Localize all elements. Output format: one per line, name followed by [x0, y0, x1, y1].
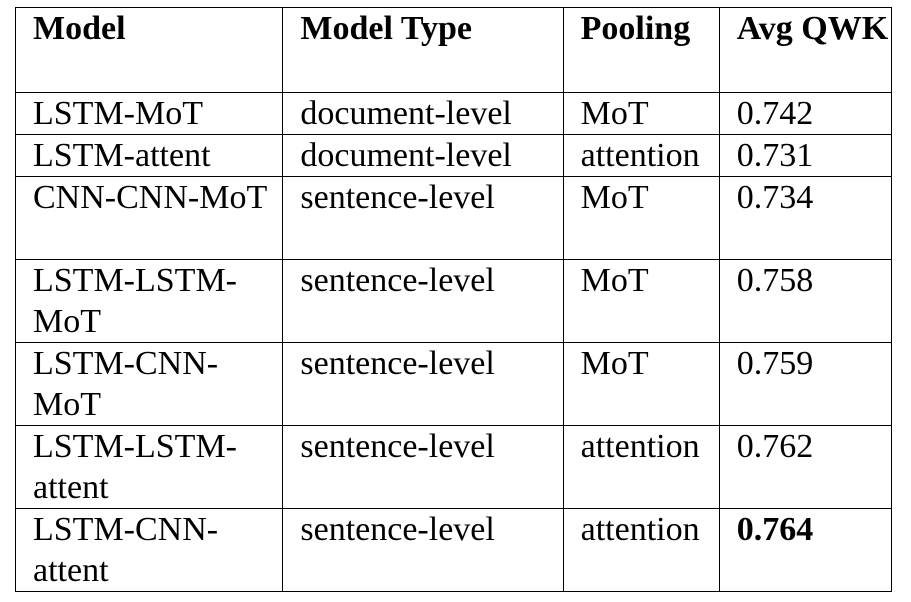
table-row: LSTM-MoT document-level MoT 0.742: [14, 92, 893, 135]
cell-avg-qwk: 0.759: [718, 342, 893, 426]
cell-pooling: MoT: [562, 176, 720, 260]
header-model: Model: [14, 7, 284, 93]
cell-model-type: sentence-level: [282, 508, 564, 592]
cell-avg-qwk: 0.758: [718, 259, 893, 343]
cell-model: LSTM-CNN-attent: [14, 508, 284, 592]
table-row: LSTM-LSTM-MoT sentence-level MoT 0.758: [14, 259, 893, 343]
cell-avg-qwk: 0.762: [718, 425, 893, 509]
cell-model: LSTM-CNN-MoT: [14, 342, 284, 426]
table-row: CNN-CNN-MoT sentence-level MoT 0.734: [14, 176, 893, 260]
header-row: Model Model Type Pooling Avg QWK: [14, 7, 893, 93]
cell-pooling: MoT: [562, 342, 720, 426]
cell-avg-qwk: 0.742: [718, 92, 893, 135]
results-table: Model Model Type Pooling Avg QWK LSTM-Mo…: [14, 7, 893, 592]
cell-model-type: sentence-level: [282, 176, 564, 260]
header-pooling: Pooling: [562, 7, 720, 93]
cell-model-type: sentence-level: [282, 425, 564, 509]
cell-avg-qwk-best: 0.764: [718, 508, 893, 592]
table-row: LSTM-CNN-MoT sentence-level MoT 0.759: [14, 342, 893, 426]
cell-pooling: attention: [562, 508, 720, 592]
cell-avg-qwk: 0.731: [718, 134, 893, 177]
cell-pooling: attention: [562, 425, 720, 509]
cell-avg-qwk: 0.734: [718, 176, 893, 260]
table-row-best: LSTM-CNN-attent sentence-level attention…: [14, 508, 893, 592]
cell-pooling: MoT: [562, 92, 720, 135]
cell-pooling: MoT: [562, 259, 720, 343]
table-row: LSTM-attent document-level attention 0.7…: [14, 134, 893, 177]
table-body: LSTM-MoT document-level MoT 0.742 LSTM-a…: [14, 92, 893, 592]
cell-model-type: sentence-level: [282, 259, 564, 343]
cell-model: LSTM-LSTM-MoT: [14, 259, 284, 343]
cell-model: LSTM-LSTM-attent: [14, 425, 284, 509]
header-model-type: Model Type: [282, 7, 564, 93]
table-header: Model Model Type Pooling Avg QWK: [14, 7, 893, 93]
cell-model-type: document-level: [282, 134, 564, 177]
header-avg-qwk: Avg QWK: [718, 7, 893, 93]
table-row: LSTM-LSTM-attent sentence-level attentio…: [14, 425, 893, 509]
cell-model: LSTM-attent: [14, 134, 284, 177]
cell-model-type: document-level: [282, 92, 564, 135]
cell-model: LSTM-MoT: [14, 92, 284, 135]
cell-model: CNN-CNN-MoT: [14, 176, 284, 260]
cell-pooling: attention: [562, 134, 720, 177]
cell-model-type: sentence-level: [282, 342, 564, 426]
